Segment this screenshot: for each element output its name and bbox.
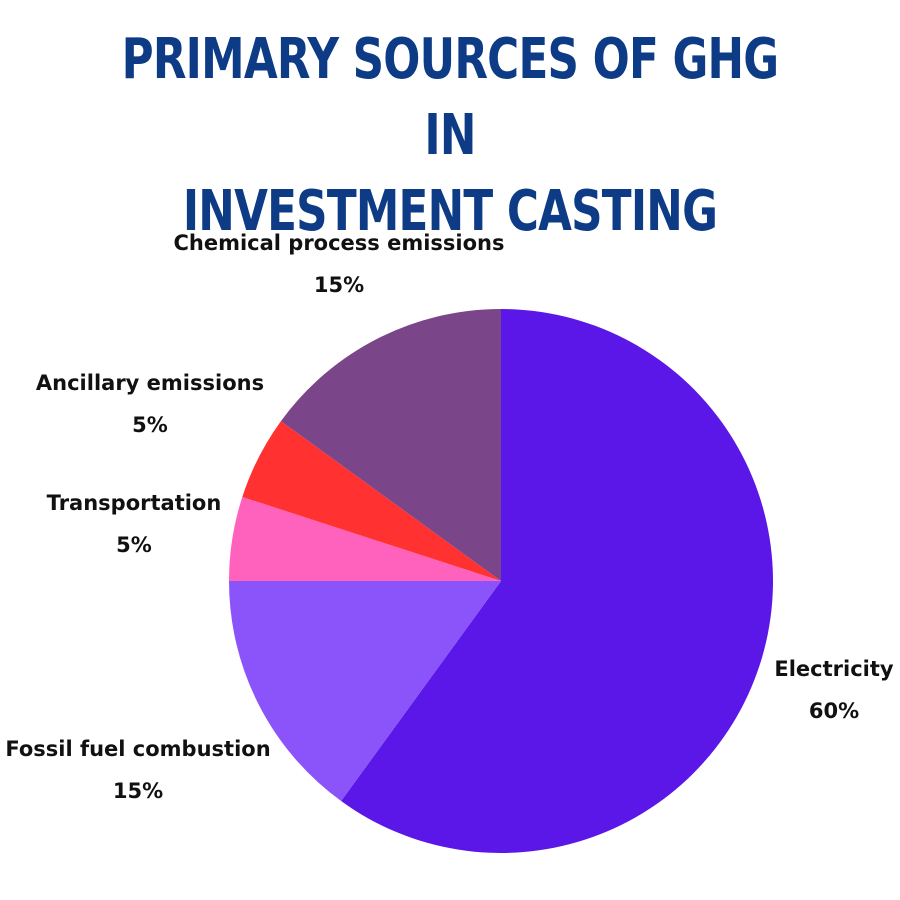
slice-value-label: 15% xyxy=(113,779,163,803)
slice-value-label: 5% xyxy=(116,533,152,557)
slice-label: Electricity xyxy=(774,657,894,681)
slice-value-label: 15% xyxy=(314,273,364,297)
slice-label: Ancillary emissions xyxy=(36,371,264,395)
slice-label: Transportation xyxy=(47,491,222,515)
chart-title: PRIMARY SOURCES OF GHG IN INVESTMENT CAS… xyxy=(99,22,801,250)
pie-slice-chemical-process-emissions xyxy=(280,309,501,581)
chart-title-line-2: INVESTMENT CASTING xyxy=(182,179,718,244)
slice-label: Fossil fuel combustion xyxy=(5,737,270,761)
pie-slice-ancillary-emissions xyxy=(242,421,501,581)
slice-value-label: 5% xyxy=(132,413,168,437)
pie-slice-transportation xyxy=(229,496,501,581)
pie-slice-electricity xyxy=(341,309,773,853)
slice-label: Chemical process emissions xyxy=(173,231,504,255)
slice-value-label: 60% xyxy=(809,699,859,723)
chart-title-line-1: PRIMARY SOURCES OF GHG IN xyxy=(121,27,780,168)
pie-slice-fossil-fuel-combustion xyxy=(229,581,501,802)
